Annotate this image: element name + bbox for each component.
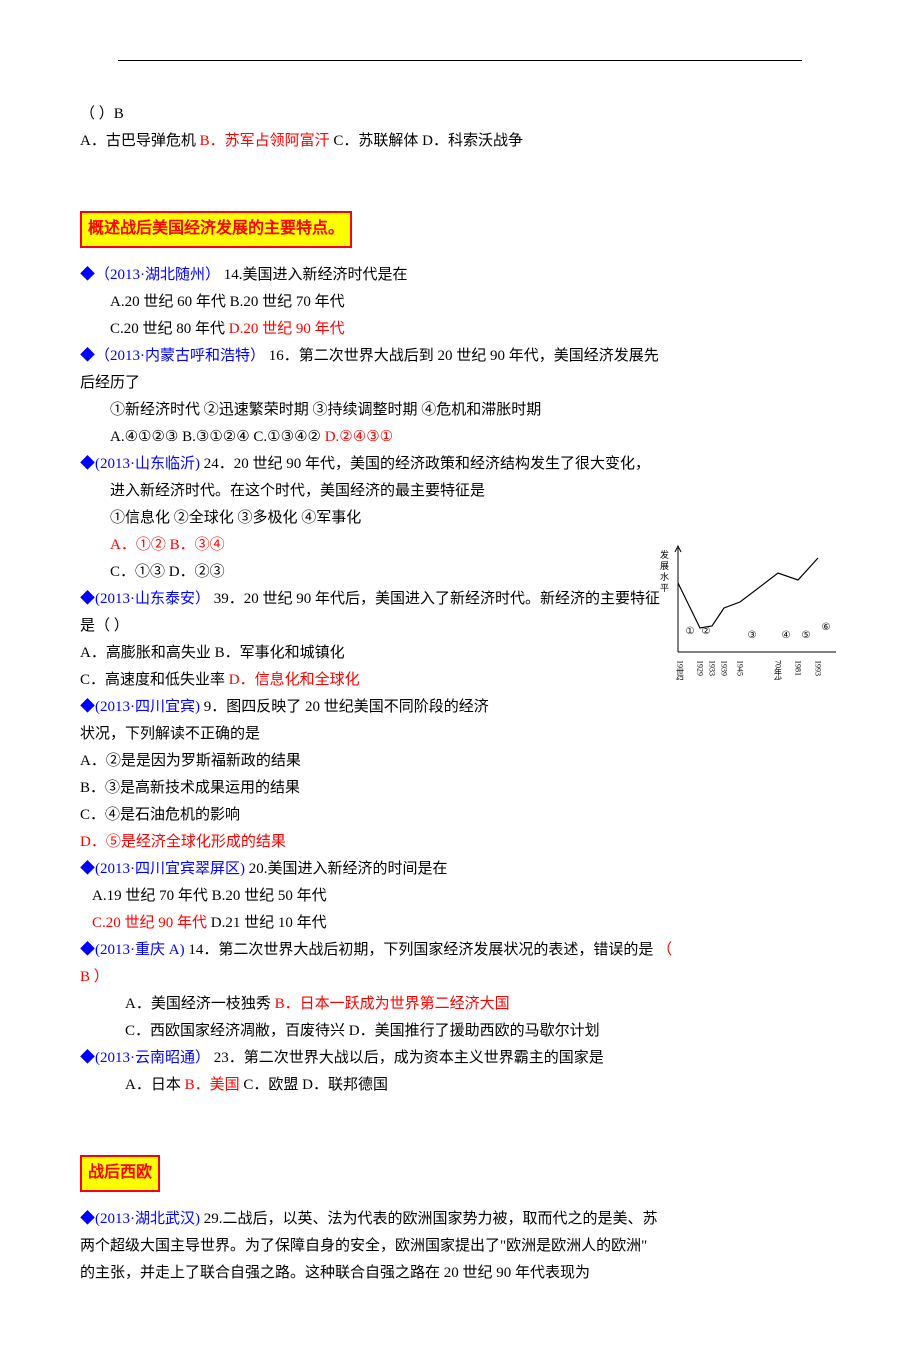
option-a: A．②是是因为罗斯福新政的结果 [80,753,301,769]
question-source: ◆(2013·山东临沂) [80,456,200,472]
option-a: A．美国经济一枝独秀 [125,996,275,1012]
option-d-correct: D.20 世纪 90 年代 [229,321,345,337]
question-stem-cont: 后经历了 [80,375,140,391]
option-d-correct: D.②④③① [325,429,393,445]
question-stem: 24．20 世纪 90 年代，美国的经济政策和经济结构发生了很大变化， [204,456,650,472]
svg-text:②: ② [702,626,711,637]
question-source: ◆(2013·山东泰安） [80,591,210,607]
option-cd: C．欧盟 D．联邦德国 [243,1077,388,1093]
svg-text:1981: 1981 [794,660,803,676]
option-cd: C．西欧国家经济凋敝，百废待兴 D．美国推行了援助西欧的马歇尔计划 [125,1023,600,1039]
option-a: A.20 世纪 60 年代 [110,294,226,310]
svg-text:1993: 1993 [814,660,823,676]
option-a: A．古巴导弹危机 [80,133,200,149]
svg-text:④: ④ [782,630,791,641]
svg-text:1939: 1939 [720,660,729,676]
option-items: ①信息化 ②全球化 ③多极化 ④军事化 [110,510,361,526]
question-stem-cont: 是（ ） [80,618,129,634]
svg-text:19世纪: 19世纪 [676,660,685,680]
option-ab: A.19 世纪 70 年代 B.20 世纪 50 年代 [80,888,327,904]
option-c-correct: C.20 世纪 90 年代 [80,915,207,931]
question-stem-cont: 的主张，并走上了联合自强之路。这种联合自强之路在 20 世纪 90 年代表现为 [80,1265,590,1281]
question-stem: 29.二战后，以英、法为代表的欧洲国家势力被，取而代之的是美、苏 [204,1211,658,1227]
question-stem: 16．第二次世界大战后到 20 世纪 90 年代，美国经济发展先 [269,348,659,364]
question-stem-cont: 进入新经济时代。在这个时代，美国经济的最主要特征是 [110,483,485,499]
option-b-correct: B．美国 [185,1077,240,1093]
question-stem: 20.美国进入新经济的时间是在 [249,861,448,877]
answer-letter: B [80,969,90,985]
economy-chart-svg: 发展水平 ①② ③ ④⑤⑥ 19世纪 192919331939 1945 70年代 1981 19… [650,540,840,680]
question-stem-cont: 两个超级大国主导世界。为了保障自身的安全，欧洲国家提出了"欧洲是欧洲人的欧洲" [80,1238,647,1254]
question-stem: 39．20 世纪 90 年代后，美国进入了新经济时代。新经济的主要特征 [214,591,660,607]
section-heading-2: 战后西欧 [80,1155,160,1192]
option-cd: C．苏联解体 D．科索沃战争 [333,133,523,149]
svg-text:①: ① [686,626,695,637]
question-source: ◆(2013·重庆 A) [80,942,185,958]
svg-text:发: 发 [660,549,669,560]
svg-text:展: 展 [660,561,669,571]
question-source: ◆（2013·湖北随州） [80,267,220,283]
option-ab: A．高膨胀和高失业 B．军事化和城镇化 [80,645,345,661]
question-stem: 9．图四反映了 20 世纪美国不同阶段的经济 [204,699,489,715]
option-b: B．③是高新技术成果运用的结果 [80,780,300,796]
question-stem: 14．第二次世界大战后初期，下列国家经济发展状况的表述，错误的是 [188,942,653,958]
answer-blank: （ ）B [80,106,124,122]
option-c: C．高速度和低失业率 [80,672,229,688]
option-ab: A．①② B．③④ [110,537,225,553]
question-stem: 23．第二次世界大战以后，成为资本主义世界霸主的国家是 [214,1050,604,1066]
paren-open: （ [657,942,672,958]
paren-close: ） [94,969,109,985]
svg-text:水: 水 [660,571,669,582]
question-source: ◆(2013·湖北武汉) [80,1211,200,1227]
option-c: C．④是石油危机的影响 [80,807,240,823]
option-d-correct: D．⑤是经济全球化形成的结果 [80,834,286,850]
question-source: ◆（2013·内蒙古呼和浩特） [80,348,265,364]
svg-text:1945: 1945 [736,660,745,676]
options-abc: A.④①②③ B.③①②④ C.①③④② [110,429,325,445]
question-stem: 14.美国进入新经济时代是在 [224,267,408,283]
question-source: ◆(2013·四川宜宾) [80,699,200,715]
section-heading-1: 概述战后美国经济发展的主要特点。 [80,211,352,248]
option-b-correct: B．日本一跃成为世界第二经济大国 [275,996,510,1012]
svg-text:平: 平 [660,583,669,593]
option-d-correct: D．信息化和全球化 [229,672,360,688]
question-source: ◆(2013·四川宜宾翠屏区) [80,861,245,877]
svg-text:③: ③ [748,630,757,641]
svg-text:1929: 1929 [696,660,705,676]
option-a: A．日本 [125,1077,185,1093]
option-cd: C．①③ D．②③ [110,564,225,580]
option-items: ①新经济时代 ②迅速繁荣时期 ③持续调整时期 ④危机和滞胀时期 [110,402,541,418]
svg-text:70年代: 70年代 [774,660,783,680]
question-source: ◆(2013·云南昭通） [80,1050,210,1066]
option-b-correct: B．苏军占领阿富汗 [200,133,330,149]
option-c: C.20 世纪 80 年代 [110,321,225,337]
svg-text:⑤: ⑤ [802,630,811,641]
question-stem-cont: 状况，下列解读不正确的是 [80,726,260,742]
option-d: D.21 世纪 10 年代 [211,915,327,931]
economy-chart-figure: 发展水平 ①② ③ ④⑤⑥ 19世纪 192919331939 1945 70年代 1981 19… [650,540,840,690]
svg-text:1933: 1933 [708,660,717,676]
option-b: B.20 世纪 70 年代 [230,294,345,310]
svg-text:⑥: ⑥ [822,622,831,633]
